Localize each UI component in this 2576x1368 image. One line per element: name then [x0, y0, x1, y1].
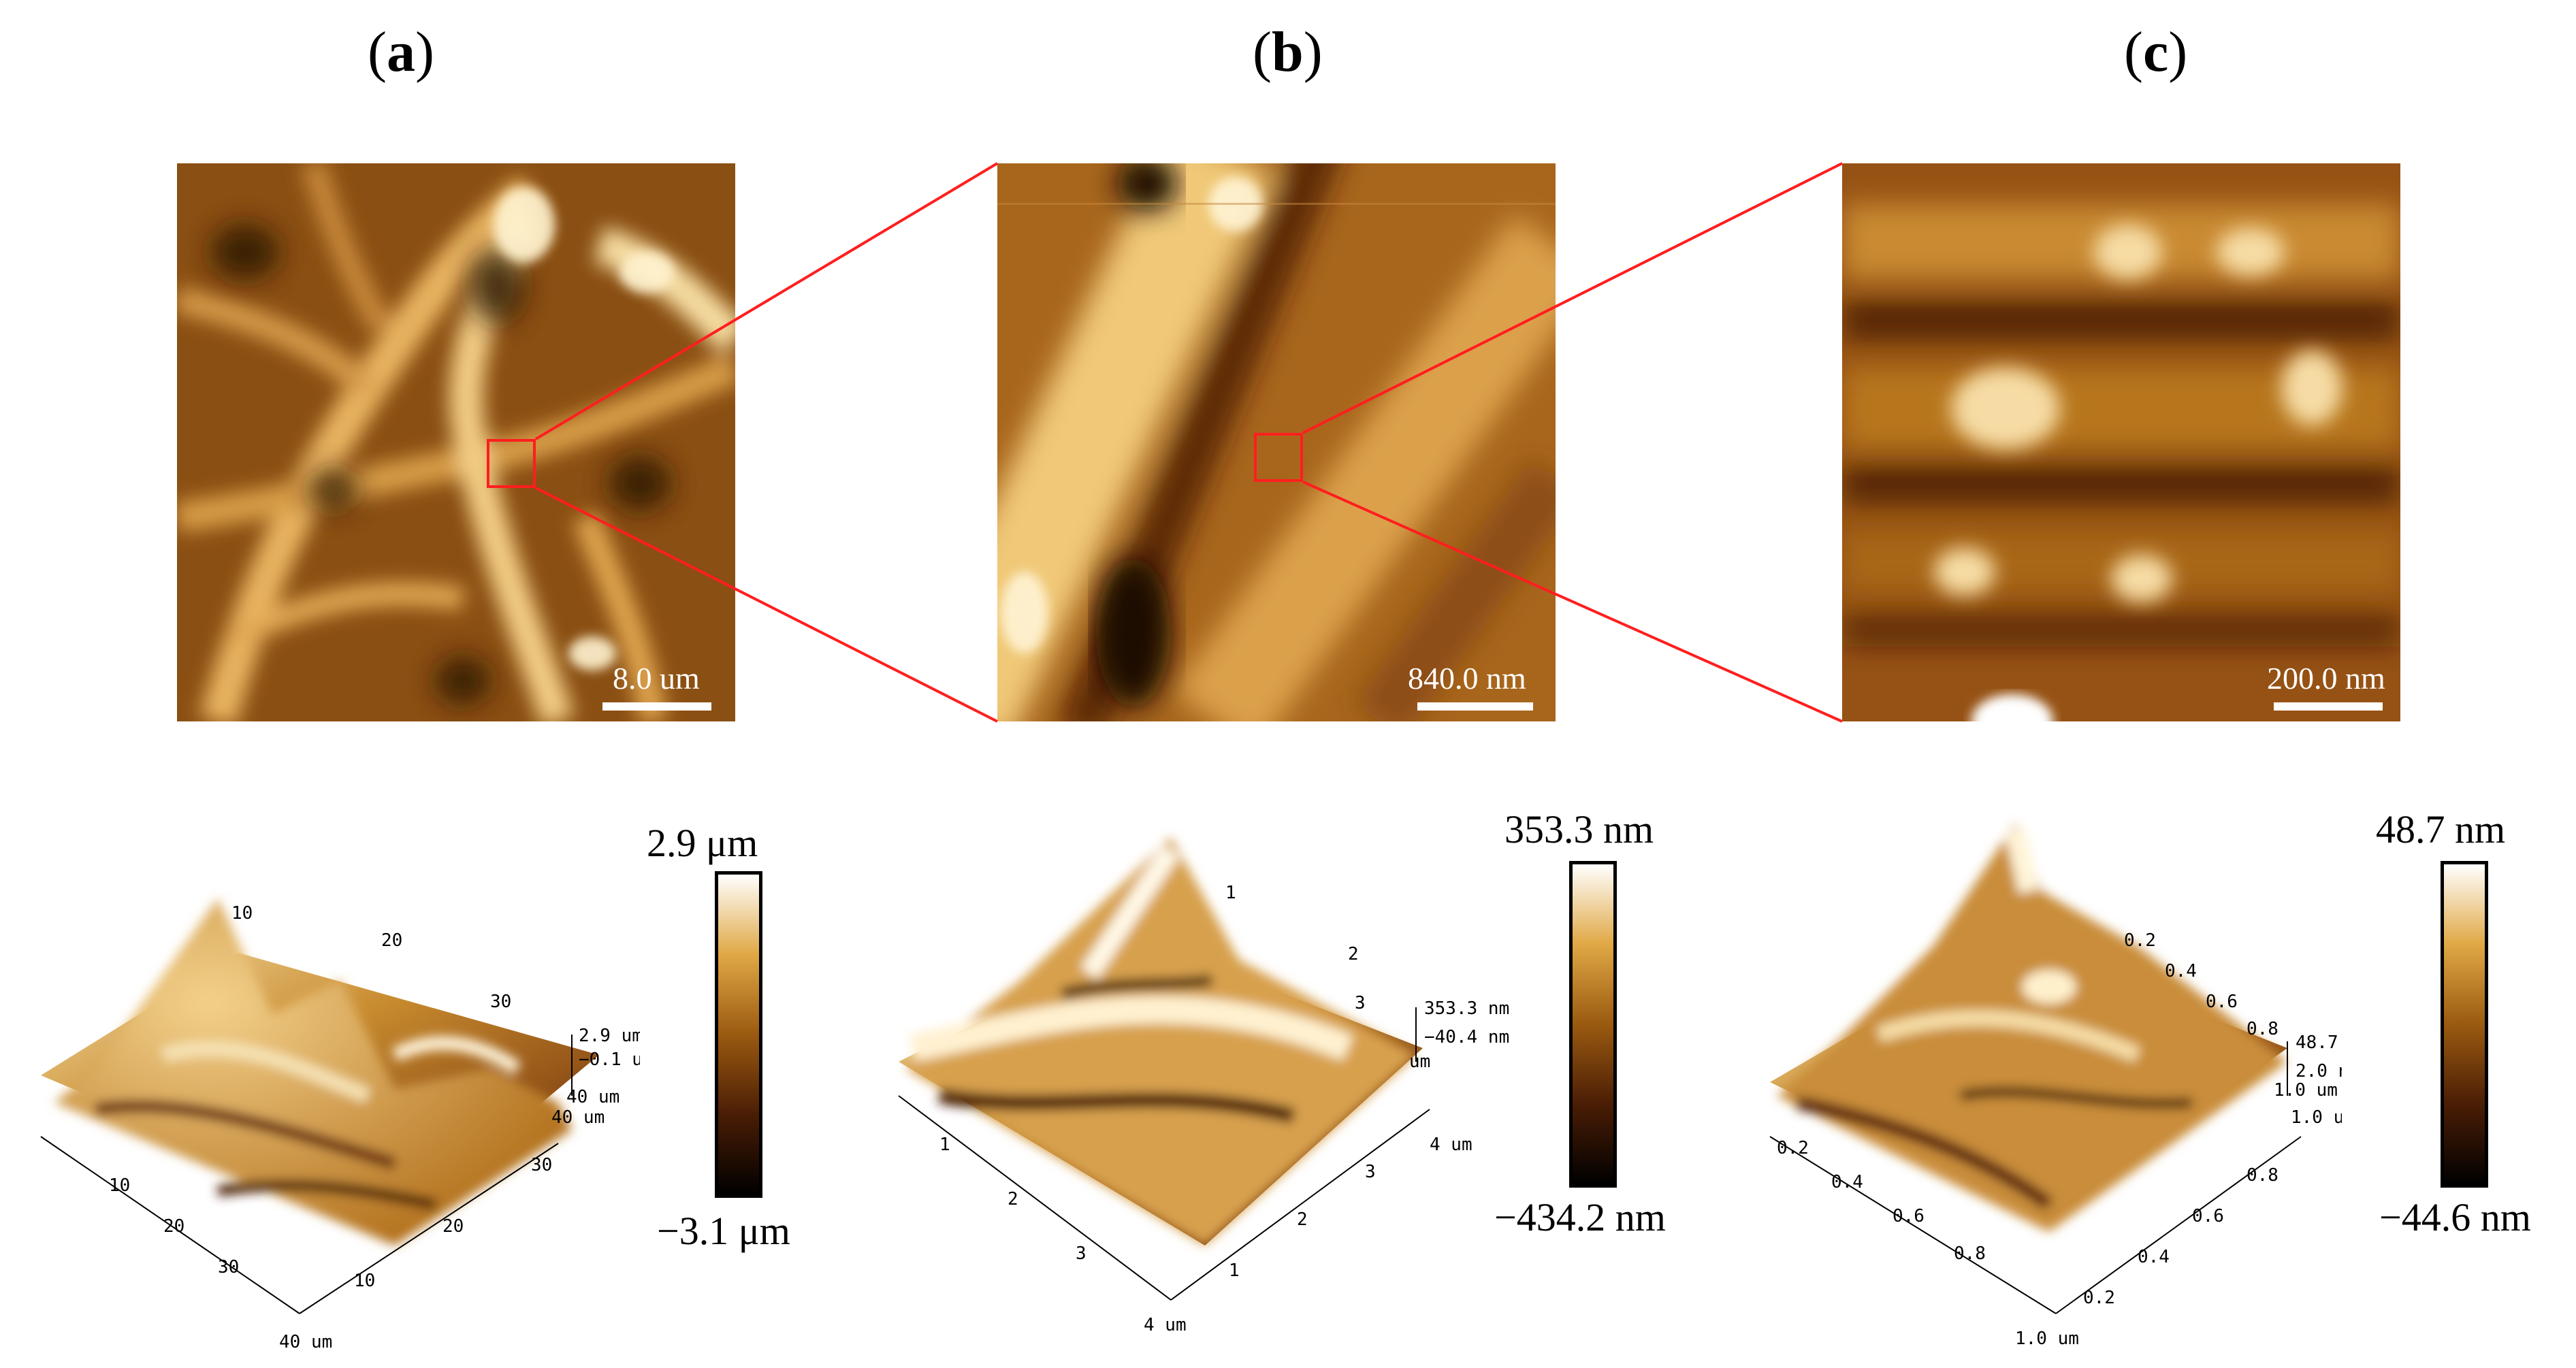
surface-3d-b: 1 2 3 4 um 1 2 3 4 um um 353.3 nm −40.4 …	[898, 837, 1509, 1335]
axis-a-right-unit-1: 40 um	[566, 1087, 619, 1107]
tick-c-top-1: 0.2	[2124, 930, 2156, 951]
colorbar-b	[1569, 861, 1617, 1188]
scalebar-label-b: 840.0 nm	[1408, 661, 1526, 696]
tick-b-left-1: 1	[939, 1135, 950, 1155]
colorbar-c	[2441, 861, 2488, 1188]
tick-c-left-1: 0.2	[1777, 1138, 1809, 1158]
tick-a-left-2: 20	[163, 1216, 184, 1237]
tick-a-top-3: 30	[490, 992, 511, 1012]
afm-image-a	[174, 159, 749, 727]
axis-c-right-unit-1: 1.0 um	[2274, 1080, 2338, 1101]
tick-b-top-2: 2	[1348, 944, 1359, 964]
tick-b-left-2: 2	[1008, 1189, 1018, 1209]
tick-b-top-1: 1	[1225, 883, 1236, 903]
colorbar-b-max: 353.3 nm	[1504, 807, 1654, 851]
colorbar-c-min: −44.6 nm	[2379, 1195, 2531, 1239]
scalebar-label-c: 200.0 nm	[2267, 661, 2385, 696]
axis-right-a	[299, 1143, 559, 1314]
zoom-box-b	[1254, 433, 1303, 482]
colorbar-a-min: −3.1 μm	[657, 1209, 790, 1253]
tick-c-right-2: 0.4	[2138, 1247, 2170, 1267]
axis-c-right-unit-2: 1.0 um	[2291, 1107, 2342, 1128]
tick-c-right-1: 0.2	[2083, 1288, 2115, 1308]
zlabel-c-mid: 2.0 nm	[2296, 1061, 2342, 1081]
tick-a-top-1: 10	[231, 903, 253, 924]
surface-3d-c: 0.2 0.4 0.6 0.8 1.0 um 0.2 0.4 0.6 0.8 1…	[1769, 824, 2342, 1348]
tick-b-right-3: 3	[1365, 1162, 1376, 1182]
tick-c-right-4: 0.8	[2247, 1165, 2279, 1186]
tick-a-top-2: 20	[381, 930, 402, 951]
axis-c-left-unit: 1.0 um	[2015, 1329, 2079, 1348]
axis-b-right-unit-1: 4 um	[1430, 1135, 1472, 1155]
tick-c-top-2: 0.4	[2165, 961, 2197, 981]
zlabel-c-max: 48.7 nm	[2296, 1032, 2342, 1053]
axis-right-b	[1170, 1109, 1430, 1301]
tick-c-right-3: 0.6	[2192, 1206, 2224, 1226]
axis-b-right-unit-2: um	[1409, 1052, 1430, 1072]
colorbar-a-max: 2.9 μm	[647, 821, 758, 865]
zlabel-b-mid: −40.4 nm	[1424, 1027, 1509, 1047]
colorbar-c-max: 48.7 nm	[2376, 807, 2506, 851]
tick-a-right-3: 30	[531, 1155, 552, 1175]
tick-c-left-3: 0.6	[1893, 1206, 1925, 1226]
axis-a-left-unit: 40 um	[279, 1332, 332, 1352]
tick-b-right-2: 2	[1297, 1209, 1308, 1230]
tick-a-left-1: 10	[109, 1175, 130, 1196]
zlabel-a-mid: −0.1 um	[579, 1049, 640, 1070]
zlabel-b-max: 353.3 nm	[1424, 998, 1509, 1019]
axis-b-left-unit: 4 um	[1144, 1315, 1187, 1335]
tick-c-left-2: 0.4	[1831, 1172, 1863, 1192]
tick-a-right-2: 20	[442, 1216, 464, 1237]
colorbar-b-min: −434.2 nm	[1494, 1195, 1666, 1239]
tick-b-right-1: 1	[1229, 1260, 1240, 1281]
tick-c-top-3: 0.6	[2206, 992, 2238, 1012]
axis-left-c	[1769, 1136, 2057, 1314]
zlabel-a-max: 2.9 um	[579, 1026, 640, 1046]
tick-c-left-4: 0.8	[1954, 1243, 1986, 1264]
scalebar-label-a: 8.0 um	[613, 661, 700, 696]
axis-left-a	[40, 1136, 300, 1314]
zoom-box-a	[487, 439, 536, 488]
axis-right-c	[2055, 1136, 2302, 1314]
tick-a-right-1: 10	[354, 1271, 375, 1291]
panel-label-c: (c)	[2124, 20, 2188, 84]
afm-image-c	[1842, 163, 2400, 749]
axis-left-b	[898, 1095, 1172, 1301]
tick-c-top-4: 0.8	[2247, 1019, 2279, 1039]
tick-b-left-3: 3	[1076, 1243, 1086, 1264]
scalebar-a	[602, 702, 711, 711]
scalebar-b	[1417, 702, 1533, 711]
surface-3d-a: 10 20 30 40 um 10 20 30 40 um 40 um 2.9 …	[40, 898, 640, 1352]
axis-a-right-unit-2: 40 um	[551, 1107, 605, 1128]
colorbar-a	[715, 871, 762, 1198]
panel-label-b: (b)	[1253, 20, 1323, 84]
panel-label-a: (a)	[368, 20, 434, 84]
scalebar-c	[2274, 702, 2383, 711]
tick-a-left-3: 30	[218, 1257, 239, 1277]
tick-b-top-3: 3	[1355, 993, 1366, 1013]
